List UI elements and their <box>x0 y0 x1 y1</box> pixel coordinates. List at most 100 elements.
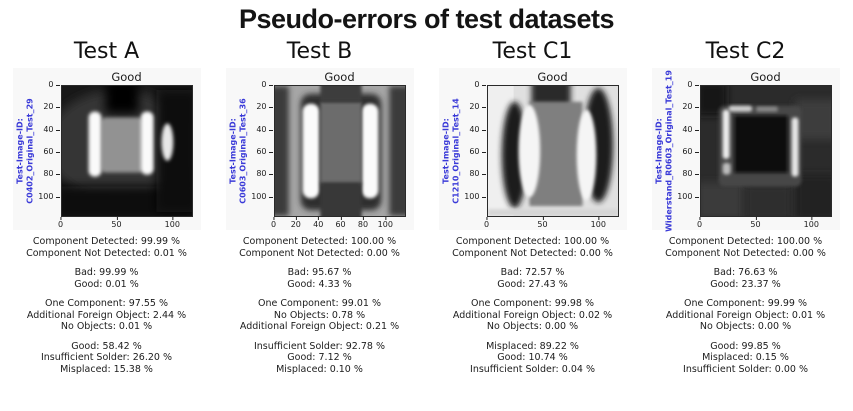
x-tick-label: 0 <box>483 217 490 229</box>
x-tick-label: 20 <box>290 217 301 229</box>
xray-component-a <box>60 85 193 217</box>
test-image-id-prefix: Test-Image-ID: <box>15 118 25 184</box>
panel-title: Test C1 <box>492 39 573 64</box>
y-tick-label: 80 <box>682 169 699 179</box>
test-panel: Test B Good Test-Image-ID: C0603_Origina… <box>213 37 426 383</box>
stats-block: Component Detected: 100.00 % Component No… <box>452 236 613 383</box>
stat-line: Component Not Detected: 0.00 % <box>239 247 400 259</box>
y-tick-label: 0 <box>48 80 60 89</box>
test-panels-row: Test A Good Test-Image-ID: C0402_Origina… <box>0 37 853 383</box>
stats-group: Good: 99.85 % Misplaced: 0.15 % Insufficie… <box>665 341 826 376</box>
stat-line: Component Detected: 100.00 % <box>242 236 397 247</box>
panel-title: Test C2 <box>705 39 786 64</box>
stat-line: Good: 23.37 % <box>710 278 781 290</box>
stats-group: Component Detected: 100.00 % Component No… <box>239 236 400 259</box>
stats-group: Misplaced: 89.22 % Good: 10.74 % Insuffici… <box>452 341 613 376</box>
y-tick-label: 80 <box>469 169 486 179</box>
subplot-title: Good <box>750 70 781 84</box>
stat-line: Additional Foreign Object: 0.02 % <box>452 309 613 321</box>
x-tick-label: 50 <box>111 217 122 229</box>
x-tick-label: 0 <box>57 217 64 229</box>
test-panel: Test C1 Good Test-Image-ID: C1210_Origin… <box>426 37 639 383</box>
stat-line: Additional Foreign Object: 0.01 % <box>665 309 826 321</box>
stat-line: One Component: 99.99 % <box>684 298 807 309</box>
subplot-title: Good <box>324 70 355 84</box>
test-image-id-label: Test-Image-ID: C0603_Original_Test_36 <box>228 98 249 203</box>
x-tick-label: 50 <box>537 217 548 229</box>
stats-group: Component Detected: 100.00 % Component No… <box>452 236 613 259</box>
stat-line: Insufficient Solder: 92.78 % <box>253 340 385 352</box>
stat-line: Misplaced: 15.38 % <box>60 363 153 375</box>
y-tick-label: 40 <box>682 124 699 134</box>
stats-group: Bad: 76.63 % Good: 23.37 % <box>665 267 826 290</box>
stat-line: Good: 99.85 % <box>710 340 781 352</box>
stat-line: One Component: 97.55 % <box>45 298 168 309</box>
stat-line: Additional Foreign Object: 2.44 % <box>26 309 187 321</box>
subplot-title: Good <box>537 70 568 84</box>
stat-line: One Component: 99.98 % <box>471 298 594 309</box>
panel-title: Test A <box>73 39 140 64</box>
stat-line: Misplaced: 89.22 % <box>486 340 579 352</box>
y-tick-label: 40 <box>469 124 486 134</box>
subplot-figure: Good Test-Image-ID: Widerstand_R0603_Ori… <box>651 68 840 232</box>
y-tick-label: 100 <box>251 191 273 201</box>
y-tick-label: 100 <box>38 191 60 201</box>
stat-line: Component Detected: 99.99 % <box>32 236 181 247</box>
stats-group: Component Detected: 100.00 % Component No… <box>665 236 826 259</box>
y-tick-label: 40 <box>43 124 60 134</box>
stat-line: No Objects: 0.00 % <box>486 321 579 332</box>
stat-line: Good: 27.43 % <box>497 278 568 290</box>
y-axis-ticks: 0 20 40 60 80 100 <box>38 81 61 217</box>
y-axis-ticks: 0 20 40 60 80 100 <box>677 81 700 217</box>
y-tick-label: 20 <box>469 102 486 112</box>
stat-line: Bad: 72.57 % <box>500 267 565 278</box>
y-tick-label: 20 <box>256 102 273 112</box>
y-tick-label: 80 <box>256 169 273 179</box>
stats-group: One Component: 99.99 % Additional Foreign… <box>665 298 826 333</box>
x-axis-ticks: 0 20 40 60 80 100 <box>270 217 406 230</box>
xray-component-c2 <box>699 85 832 217</box>
stat-line: Additional Foreign Object: 0.21 % <box>239 321 400 332</box>
y-axis-ticks: 0 20 40 60 80 100 <box>251 81 274 217</box>
y-tick-label: 20 <box>43 102 60 112</box>
stat-line: Good: 4.33 % <box>287 278 352 290</box>
y-axis-label: Test-Image-ID: C1210_Original_Test_14 <box>439 85 465 217</box>
stats-group: Good: 58.42 % Insufficient Solder: 26.20 … <box>26 341 187 376</box>
stat-line: Good: 58.42 % <box>71 340 142 352</box>
x-tick-label: 100 <box>590 217 606 229</box>
test-image-id-label: Test-Image-ID: Widerstand_R0603_Original… <box>654 70 675 232</box>
x-tick-label: 100 <box>803 217 819 229</box>
y-tick-label: 20 <box>682 102 699 112</box>
stats-group: Insufficient Solder: 92.78 % Good: 7.12 %… <box>239 341 400 376</box>
test-panel: Test A Good Test-Image-ID: C0402_Origina… <box>0 37 213 383</box>
x-tick-label: 0 <box>270 217 277 229</box>
stat-line: Bad: 76.63 % <box>713 267 778 278</box>
stat-line: Good: 0.01 % <box>74 278 139 290</box>
stat-line: Good: 10.74 % <box>497 352 568 363</box>
subplot-figure: Good Test-Image-ID: C1210_Original_Test_… <box>438 68 627 230</box>
y-axis-label: Test-Image-ID: C0402_Original_Test_29 <box>13 85 39 217</box>
stats-block: Component Detected: 100.00 % Component No… <box>239 236 400 383</box>
stats-group: Bad: 95.67 % Good: 4.33 % <box>239 267 400 290</box>
stats-group: Bad: 72.57 % Good: 27.43 % <box>452 267 613 290</box>
test-image-id-prefix: Test-Image-ID: <box>228 118 238 184</box>
x-tick-label: 50 <box>750 217 761 229</box>
page-title: Pseudo-errors of test datasets <box>238 4 615 34</box>
test-image-id-prefix: Test-Image-ID: <box>654 118 664 184</box>
y-tick-label: 60 <box>469 147 486 157</box>
xray-component-b <box>273 85 406 217</box>
x-tick-label: 100 <box>164 217 180 229</box>
test-image-id-label: Test-Image-ID: C0402_Original_Test_29 <box>15 98 36 203</box>
subplot-figure: Good Test-Image-ID: C0402_Original_Test_… <box>12 68 201 230</box>
y-tick-label: 60 <box>43 147 60 157</box>
y-tick-label: 60 <box>256 147 273 157</box>
y-tick-label: 80 <box>43 169 60 179</box>
stat-line: Good: 7.12 % <box>287 352 352 363</box>
stats-group: One Component: 97.55 % Additional Foreign… <box>26 298 187 333</box>
subplot-figure: Good Test-Image-ID: C0603_Original_Test_… <box>225 68 414 230</box>
y-axis-label: Test-Image-ID: C0603_Original_Test_36 <box>226 85 252 217</box>
x-tick-label: 40 <box>313 217 324 229</box>
stats-block: Component Detected: 100.00 % Component No… <box>665 236 826 383</box>
panel-title: Test B <box>286 39 353 64</box>
x-tick-label: 0 <box>696 217 703 229</box>
